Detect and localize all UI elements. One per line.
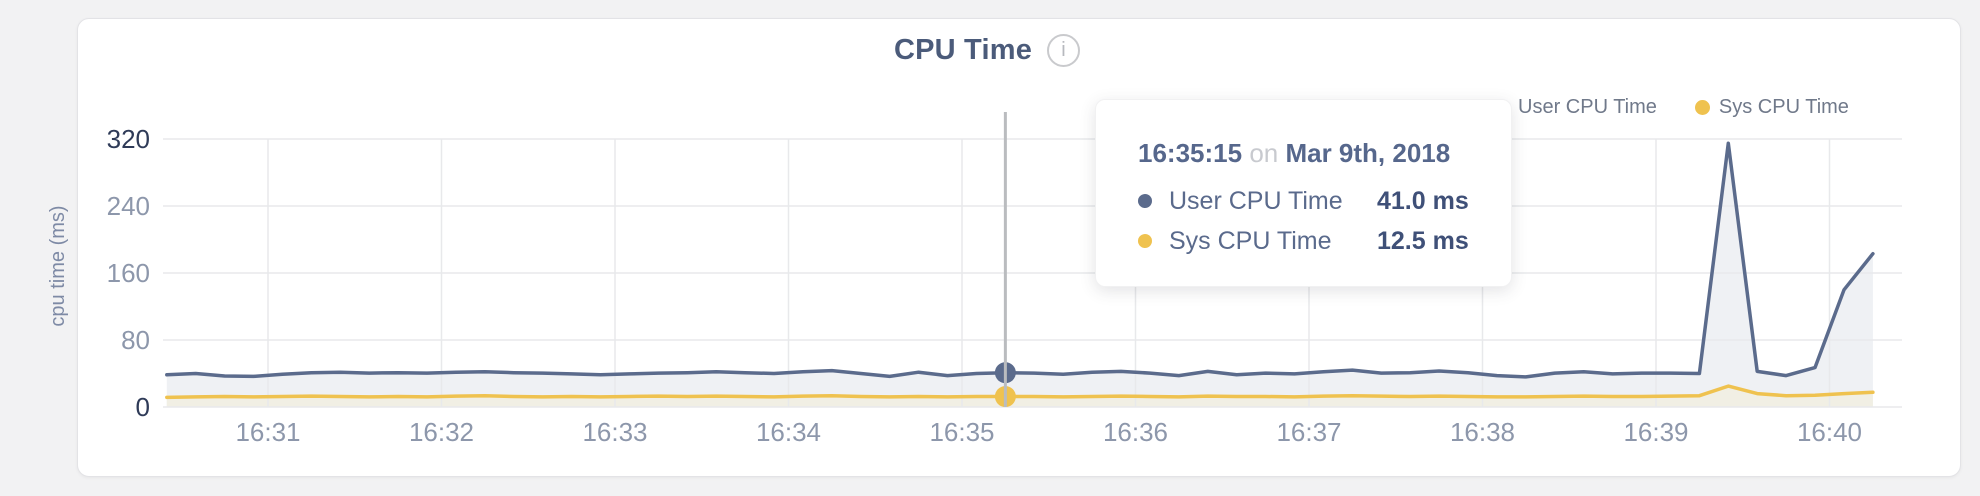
tooltip-time: 16:35:15 — [1138, 138, 1243, 168]
tooltip-label-sys: Sys CPU Time — [1169, 226, 1332, 255]
y-axis-title: cpu time (ms) — [47, 205, 69, 326]
tooltip-label-user: User CPU Time — [1169, 186, 1343, 215]
tooltip-on-word: on — [1249, 138, 1279, 168]
x-tick-label: 16:34 — [756, 417, 821, 447]
x-tick-label: 16:39 — [1623, 417, 1688, 447]
y-tick-label: 80 — [121, 325, 150, 355]
series-line-sys — [165, 384, 1875, 400]
tooltip-dot-user-icon — [1138, 194, 1152, 208]
x-tick-label: 16:33 — [582, 417, 647, 447]
y-tick-label: 0 — [136, 392, 150, 422]
info-icon[interactable]: i — [1047, 33, 1081, 67]
legend-label-sys: Sys CPU Time — [1718, 96, 1849, 118]
tooltip-dot-sys-icon — [1138, 234, 1152, 248]
tooltip: 16:35:15 on Mar 9th, 2018 User CPU Time … — [1095, 99, 1512, 287]
x-tick-label: 16:36 — [1103, 417, 1168, 447]
legend-label-user: User CPU Time — [1518, 96, 1657, 118]
y-tick-label: 160 — [107, 258, 150, 288]
x-tick-label: 16:31 — [235, 417, 300, 447]
x-tick-label: 16:38 — [1450, 417, 1515, 447]
tooltip-value-sys: 12.5 ms — [1377, 226, 1469, 255]
legend-dot-sys-icon — [1694, 100, 1710, 115]
y-tick-label: 320 — [107, 124, 150, 154]
tooltip-date: Mar 9th, 2018 — [1285, 138, 1451, 168]
area-fill-user — [166, 143, 1873, 407]
legend: User CPU Time Sys CPU Time — [1494, 96, 1849, 119]
tooltip-row-sys: Sys CPU Time 12.5 ms — [1138, 221, 1511, 261]
chart-header: CPU Time i — [77, 30, 1961, 70]
chart-title: CPU Time — [893, 33, 1033, 66]
x-tick-label: 16:32 — [409, 417, 474, 447]
x-tick-label: 16:37 — [1276, 417, 1341, 447]
x-tick-label: 16:35 — [929, 417, 994, 447]
tooltip-row-user: User CPU Time 41.0 ms — [1138, 181, 1511, 221]
legend-item-sys-cpu-time[interactable]: Sys CPU Time — [1694, 96, 1849, 119]
tooltip-header: 16:35:15 on Mar 9th, 2018 — [1138, 138, 1511, 169]
tooltip-value-user: 41.0 ms — [1377, 186, 1469, 215]
y-tick-label: 240 — [107, 191, 150, 221]
x-tick-label: 16:40 — [1797, 417, 1862, 447]
series-line-user — [165, 141, 1875, 379]
